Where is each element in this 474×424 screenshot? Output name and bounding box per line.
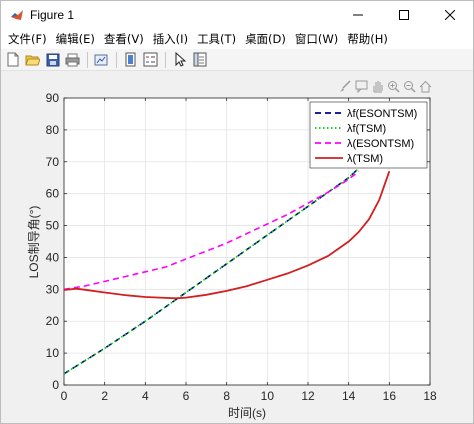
insert-colorbar-button[interactable] <box>121 51 140 69</box>
toolbar-separator <box>87 51 88 68</box>
datatip-icon <box>355 80 368 93</box>
menu-help[interactable]: 帮助(H) <box>347 32 388 46</box>
menu-view[interactable]: 查看(V) <box>103 32 144 46</box>
menu-edit[interactable]: 编辑(E) <box>55 32 95 46</box>
menu-bar: 文件(F) 编辑(E) 查看(V) 插入(I) 工具(T) 桌面(D) 窗口(W… <box>1 29 473 49</box>
close-button[interactable] <box>427 1 473 29</box>
y-tick-label: 0 <box>52 378 59 392</box>
x-tick-label: 10 <box>261 389 275 403</box>
brush-button[interactable] <box>338 79 353 94</box>
print-button[interactable] <box>63 51 82 69</box>
minimize-icon <box>353 14 363 16</box>
open-file-icon <box>25 55 40 65</box>
datatip-button[interactable] <box>354 79 369 94</box>
brush-icon <box>340 80 351 92</box>
close-icon <box>445 10 455 20</box>
y-tick-label: 20 <box>46 314 60 328</box>
y-tick-label: 80 <box>46 123 60 137</box>
menu-window[interactable]: 窗口(W) <box>294 32 339 46</box>
link-plot-icon <box>94 54 108 65</box>
legend-label: λ(TSM) <box>347 153 383 165</box>
x-tick-label: 8 <box>223 389 230 403</box>
zoom-out-icon <box>404 81 416 93</box>
x-tick-label: 18 <box>423 389 437 403</box>
menu-desktop[interactable]: 桌面(D) <box>245 32 286 46</box>
toolbar-separator <box>165 51 166 68</box>
x-tick-label: 16 <box>383 389 397 403</box>
legend-label: λf(TSM) <box>347 123 386 135</box>
insert-colorbar-icon <box>125 52 135 67</box>
menu-file[interactable]: 文件(F) <box>8 32 47 46</box>
save-icon <box>46 53 59 66</box>
insert-legend-button[interactable] <box>141 51 160 69</box>
y-tick-label: 60 <box>46 187 60 201</box>
window-title: Figure 1 <box>30 8 75 22</box>
property-inspector-button[interactable] <box>190 51 209 69</box>
new-figure-button[interactable] <box>3 51 22 69</box>
x-tick-label: 0 <box>61 389 68 403</box>
pan-button[interactable] <box>370 79 385 94</box>
open-file-button[interactable] <box>23 51 42 69</box>
menu-tools[interactable]: 工具(T) <box>197 32 237 46</box>
y-axis-label: LOS制导角(°) <box>27 206 41 279</box>
edit-plot-icon <box>175 52 186 67</box>
save-button[interactable] <box>43 51 62 69</box>
y-tick-label: 40 <box>46 250 60 264</box>
x-tick-label: 6 <box>183 389 190 403</box>
zoom-out-button[interactable] <box>402 79 417 94</box>
zoom-in-icon <box>388 81 400 93</box>
y-tick-label: 50 <box>46 219 60 233</box>
x-tick-label: 4 <box>142 389 149 403</box>
x-tick-label: 12 <box>301 389 315 403</box>
home-button[interactable] <box>418 79 433 94</box>
ticks: 0 2 4 6 8 10 12 14 16 18 0 10 20 30 40 50 60 70 80 90 <box>46 91 437 403</box>
series-line-2 <box>64 170 360 291</box>
x-axis-label: 时间(s) <box>228 406 266 420</box>
title-bar: Figure 1 <box>1 1 473 29</box>
y-tick-label: 10 <box>46 346 60 360</box>
legend[interactable]: λf(ESONTSM) λf(TSM) λ(ESONTSM) λ(TSM) <box>309 101 428 169</box>
legend-label: λf(ESONTSM) <box>347 108 417 120</box>
link-plot-button[interactable] <box>92 51 111 69</box>
zoom-in-button[interactable] <box>386 79 401 94</box>
line-chart: 0 2 4 6 8 10 12 14 16 18 0 10 20 30 40 50 60 70 80 90 时间(s)… <box>27 91 437 420</box>
new-figure-icon <box>7 52 18 67</box>
pan-icon <box>373 81 383 93</box>
figure-toolbar <box>1 49 473 71</box>
y-tick-label: 70 <box>46 155 60 169</box>
x-tick-label: 14 <box>342 389 356 403</box>
toolbar-separator <box>116 51 117 68</box>
x-tick-label: 2 <box>101 389 108 403</box>
print-icon <box>65 53 80 66</box>
property-inspector-icon <box>193 52 206 67</box>
home-icon <box>419 80 432 93</box>
y-tick-label: 90 <box>46 91 60 105</box>
menu-insert[interactable]: 插入(I) <box>152 32 189 46</box>
legend-label: λ(ESONTSM) <box>347 138 414 150</box>
series-lines <box>64 167 391 375</box>
insert-legend-icon <box>143 52 158 67</box>
maximize-button[interactable] <box>381 1 427 29</box>
axes-toolbar <box>338 79 433 94</box>
axes-box <box>63 97 431 386</box>
edit-plot-button[interactable] <box>170 51 189 69</box>
matlab-icon <box>11 10 23 20</box>
minimize-button[interactable] <box>335 1 381 29</box>
y-tick-label: 30 <box>46 282 60 296</box>
maximize-icon <box>399 10 409 20</box>
series-line-3 <box>64 171 391 300</box>
